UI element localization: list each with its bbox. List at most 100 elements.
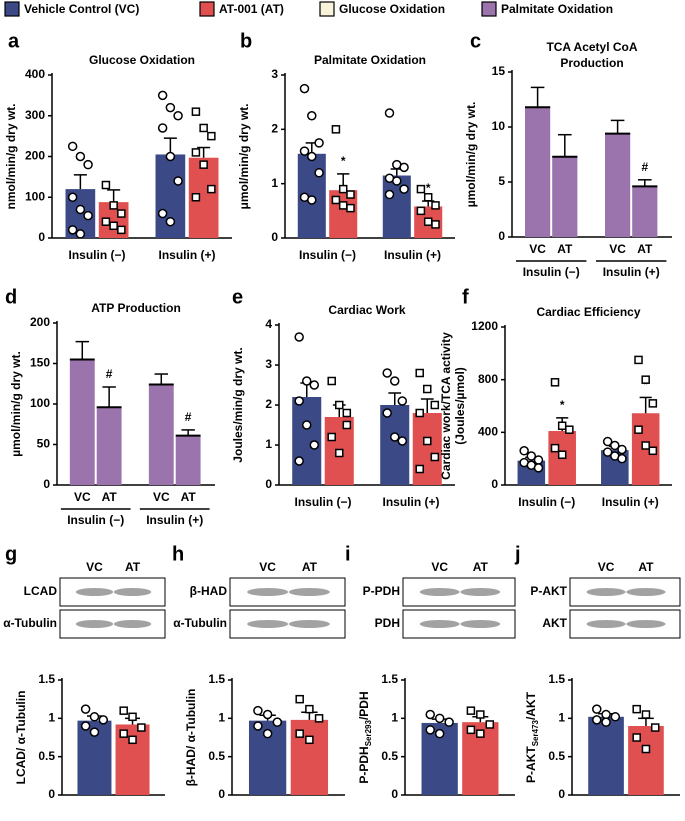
lane-label: AT [473,560,489,574]
data-point [309,380,320,390]
data-point [301,420,312,430]
data-point [157,208,168,219]
data-point [550,443,560,453]
data-point [415,464,424,474]
y-tick-label: 1 [48,711,55,725]
blot-label: AKT [542,616,567,630]
data-point [157,123,168,133]
data-point [519,446,529,456]
y-tick-label: 100 [25,189,45,203]
data-point [384,189,395,200]
data-point [533,463,544,473]
data-point [425,725,435,735]
chart-title: Cardiac Work [328,303,405,317]
data-point [425,709,435,720]
y-tick-label: 0 [218,787,225,801]
blot-band [460,620,501,628]
data-point [83,210,93,221]
data-point [415,408,424,418]
y-tick-label: 400 [478,425,498,439]
y-tick-label: 15 [492,64,506,78]
panel-letter: g [5,543,17,565]
data-point [431,201,440,210]
lane-label: VC [431,560,448,574]
category-label: VC [609,242,626,256]
panel-letter: i [345,543,351,565]
panel-letter: c [470,30,481,52]
data-point [389,376,400,386]
data-point [392,176,402,186]
legend-swatch [481,1,497,17]
group-label: Insulin (−) [523,265,580,279]
blot-label: LCAD [24,584,58,598]
data-point [83,159,93,170]
data-point [526,451,537,461]
bar [380,405,410,485]
y-tick-label: 1.5 [548,672,565,686]
data-point [557,450,567,459]
data-point [550,378,560,387]
data-point [307,111,317,121]
y-tick-label: 10 [492,119,506,133]
data-point [423,384,432,394]
y-tick-label: 1200 [471,319,498,333]
y-axis-label-text: nmol/min/g dry wt. [4,103,18,209]
bar [175,435,201,485]
data-point [641,710,651,719]
data-point [314,138,324,148]
data-point [444,717,454,727]
data-point [610,440,620,451]
data-point [165,216,176,227]
group-label: Insulin (−) [295,495,352,509]
data-point [101,180,111,190]
blot [59,609,166,639]
data-point [305,704,314,714]
data-point [191,107,201,116]
lane-label: VC [598,560,615,574]
y-axis-label: μmol/min/g dry wt. [237,103,251,209]
y-tick-label: 0 [558,787,565,801]
data-point [641,441,650,450]
y-tick-label: 1.5 [381,672,398,686]
y-tick-label: 1 [218,711,225,725]
data-point [305,735,314,745]
bar [525,107,551,237]
legend-swatch [199,1,215,17]
data-point [466,725,476,735]
blot-band [247,588,289,596]
legend-label: AT-001 (AT) [219,2,284,16]
lane-label: VC [86,560,103,574]
panel-letter: b [240,30,252,52]
data-point [382,368,392,378]
data-point [342,408,352,418]
panel-letter: d [5,286,17,308]
blot-band [288,588,330,596]
y-axis-label: P-AKTSer473/AKT [524,691,540,783]
data-point [80,704,91,714]
y-tick-label: 200 [25,149,45,163]
y-axis-label-text: Joules/min/g dry wt. [231,347,245,462]
y-tick-label: 50 [37,437,51,451]
y-axis-label-text: LCAD/ α-Tubulin [14,691,28,785]
data-point [101,217,111,226]
y-axis-label-sub: Ser293 [364,719,373,746]
blot-label: β-HAD [190,584,228,598]
y-tick-label: 1 [558,711,565,725]
bar [148,384,174,485]
data-point [335,448,344,458]
panel-letter: f [462,286,469,308]
bar [605,133,631,237]
data-point [119,729,128,738]
data-point [335,400,344,410]
data-point [602,436,613,447]
data-point [253,721,263,731]
data-point [299,83,310,94]
y-tick-label: 0 [391,787,398,801]
data-point [476,710,485,719]
data-point [128,712,137,722]
y-axis-label-text: µmol/min/g dry wt. [464,102,478,208]
blot-band [419,588,460,596]
y-axis-label: (Joules/µmol) [453,367,467,445]
data-point [592,704,602,714]
bar [552,156,578,237]
